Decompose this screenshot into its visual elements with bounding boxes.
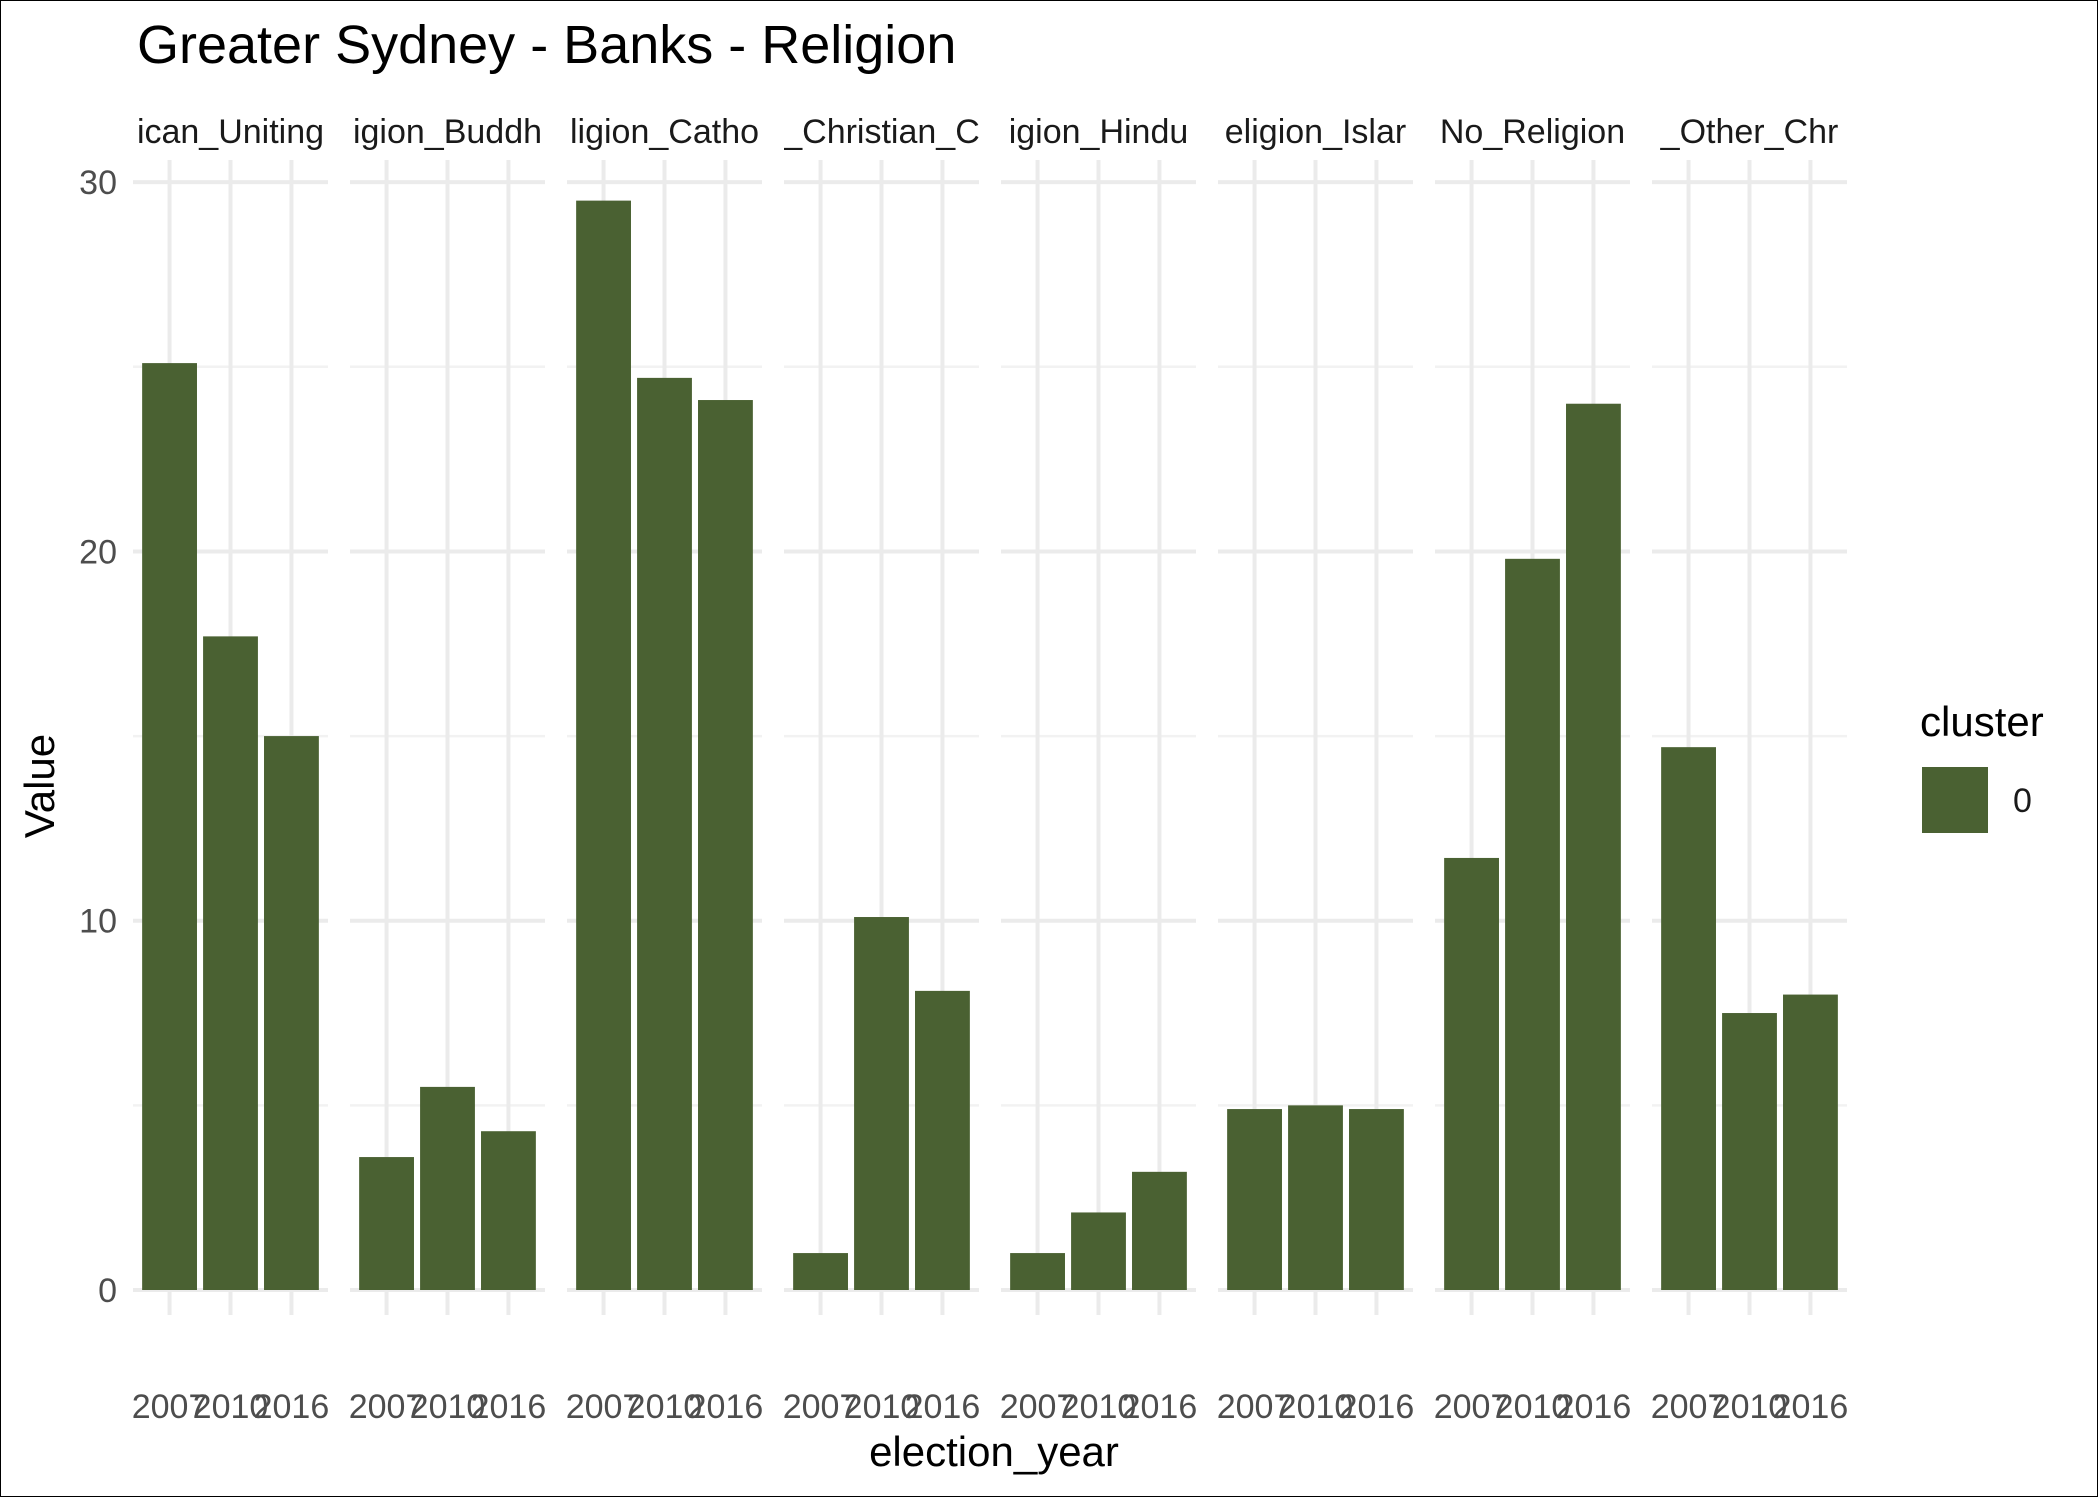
x-tick-label: 2016 — [905, 1388, 981, 1426]
facet-panels: 200720102016ican_Uniting200720102016igio… — [132, 113, 1849, 1426]
legend-label-0: 0 — [2013, 782, 2032, 820]
x-tick-label: 2007 — [566, 1388, 642, 1426]
bar — [203, 636, 258, 1290]
facet-strip-label: _Other_Chr — [1660, 113, 1839, 151]
bar — [637, 377, 692, 1290]
y-tick-label: 0 — [98, 1272, 117, 1310]
x-tick-label: 2010 — [193, 1388, 269, 1426]
legend: cluster 0 — [1920, 698, 2044, 833]
bar — [481, 1131, 536, 1290]
bar — [1566, 403, 1621, 1291]
x-tick-label: 2016 — [471, 1388, 547, 1426]
y-axis-title: Value — [16, 734, 63, 838]
x-tick-label: 2016 — [1773, 1388, 1849, 1426]
bar — [420, 1086, 475, 1290]
x-tick-label: 2007 — [1651, 1388, 1727, 1426]
bar — [1661, 747, 1716, 1290]
x-tick-label: 2010 — [1495, 1388, 1571, 1426]
bar — [854, 917, 909, 1290]
x-tick-label: 2007 — [1217, 1388, 1293, 1426]
facet-strip-label: _Christian_C — [782, 113, 980, 151]
x-tick-label: 2010 — [1712, 1388, 1788, 1426]
facet-strip-label: No_Religion — [1440, 113, 1625, 151]
bar — [359, 1157, 414, 1290]
y-tick-label: 30 — [79, 164, 117, 202]
x-tick-label: 2016 — [1339, 1388, 1415, 1426]
y-tick-label: 20 — [79, 533, 117, 571]
bar — [1288, 1105, 1343, 1290]
bar — [1132, 1171, 1187, 1290]
x-tick-label: 2016 — [688, 1388, 764, 1426]
facet-strip-label: igion_Buddh — [353, 113, 542, 151]
bar — [1505, 558, 1560, 1290]
x-tick-label: 2007 — [1434, 1388, 1510, 1426]
facet-strip-label: eligion_Islar — [1225, 113, 1406, 151]
chart-title: Greater Sydney - Banks - Religion — [137, 15, 956, 75]
x-axis-title: election_year — [869, 1428, 1119, 1475]
x-tick-label: 2007 — [1000, 1388, 1076, 1426]
x-tick-label: 2016 — [1122, 1388, 1198, 1426]
facet-strip-label: igion_Hindu — [1009, 113, 1189, 151]
facet-strip-label: ligion_Catho — [570, 113, 759, 151]
bar — [1227, 1109, 1282, 1290]
bar — [1444, 857, 1499, 1290]
legend-title: cluster — [1920, 698, 2044, 745]
x-tick-label: 2010 — [1061, 1388, 1137, 1426]
x-tick-label: 2007 — [132, 1388, 208, 1426]
bar — [793, 1253, 848, 1290]
x-tick-label: 2010 — [627, 1388, 703, 1426]
x-tick-label: 2016 — [254, 1388, 330, 1426]
x-tick-label: 2010 — [1278, 1388, 1354, 1426]
bar — [1349, 1109, 1404, 1290]
bar — [1010, 1253, 1065, 1290]
bar — [1783, 994, 1838, 1290]
legend-key-0 — [1922, 767, 1988, 833]
x-tick-label: 2007 — [783, 1388, 859, 1426]
bar — [142, 363, 197, 1290]
bar — [1722, 1013, 1777, 1290]
facet-strip-label: ican_Uniting — [137, 113, 324, 151]
y-axis: 0 10 20 30 — [79, 164, 117, 1310]
y-tick-label: 10 — [79, 903, 117, 941]
bar — [698, 400, 753, 1290]
x-tick-label: 2010 — [410, 1388, 486, 1426]
x-tick-label: 2007 — [349, 1388, 425, 1426]
bar — [264, 736, 319, 1290]
bar — [915, 990, 970, 1290]
bar — [1071, 1212, 1126, 1290]
x-tick-label: 2010 — [844, 1388, 920, 1426]
x-tick-label: 2016 — [1556, 1388, 1632, 1426]
bar — [576, 200, 631, 1291]
